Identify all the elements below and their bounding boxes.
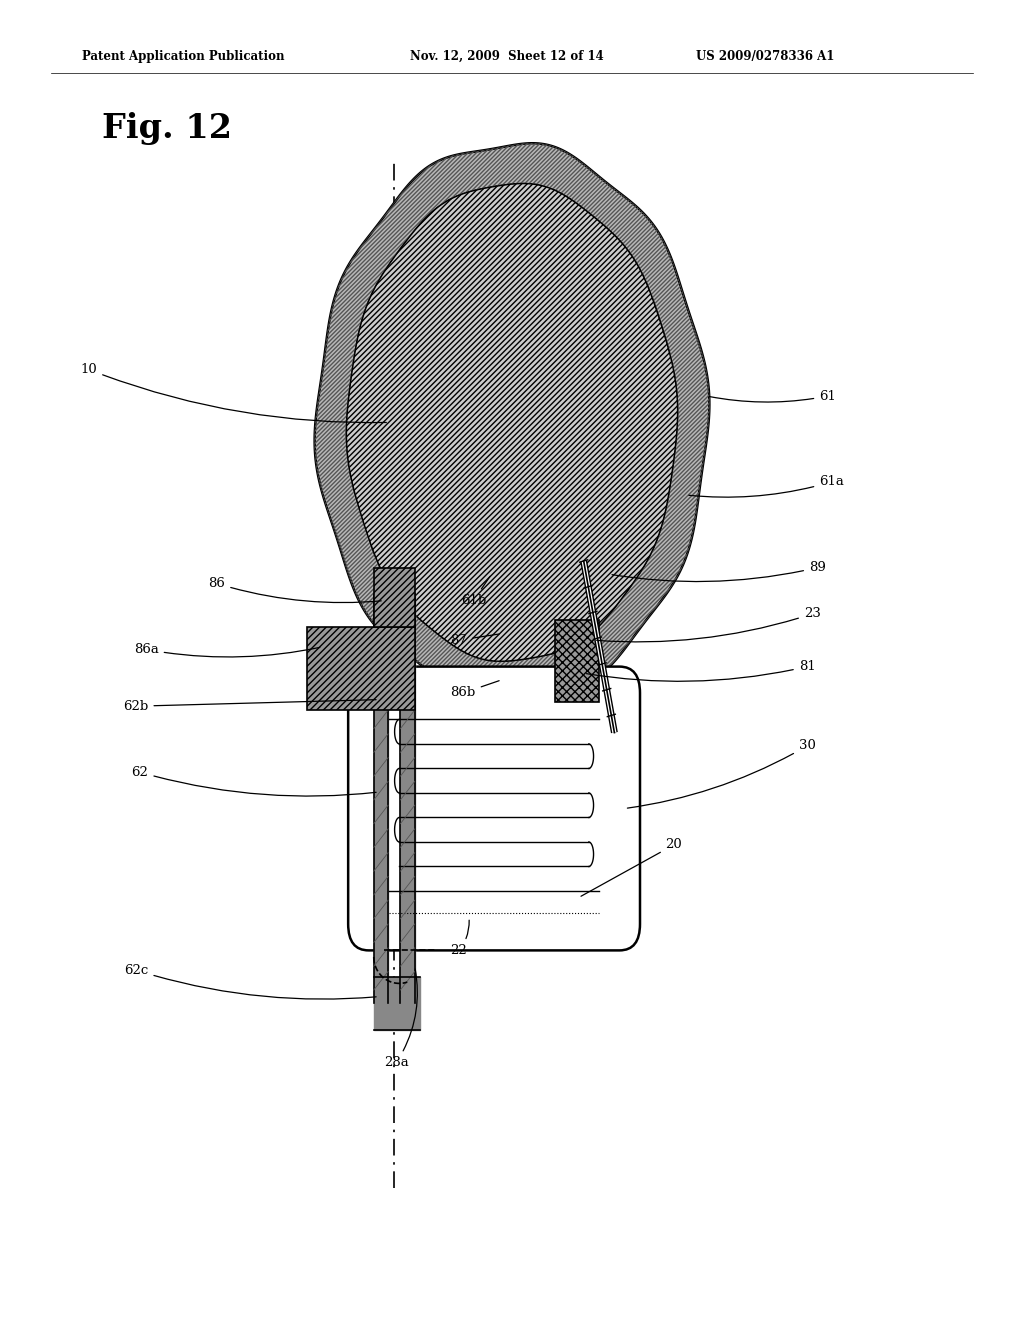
Text: Fig. 12: Fig. 12 [102,112,232,145]
Text: 10: 10 [81,363,386,422]
Text: 61: 61 [710,389,836,403]
Polygon shape [346,183,678,661]
Text: 61a: 61a [689,475,844,498]
Text: 86b: 86b [451,681,499,700]
Text: 87: 87 [451,634,499,647]
Text: 61b: 61b [461,577,489,607]
Text: 20: 20 [581,838,682,896]
Text: 89: 89 [612,561,825,582]
Text: 86a: 86a [134,643,319,657]
Polygon shape [555,620,599,702]
Text: 81: 81 [587,660,815,681]
Text: Nov. 12, 2009  Sheet 12 of 14: Nov. 12, 2009 Sheet 12 of 14 [410,50,603,63]
Text: 22: 22 [451,920,469,957]
Text: 62b: 62b [123,700,376,713]
Text: 30: 30 [628,739,815,808]
Text: US 2009/0278336 A1: US 2009/0278336 A1 [696,50,835,63]
FancyBboxPatch shape [348,667,640,950]
Polygon shape [374,568,415,627]
Text: 62: 62 [132,766,376,796]
Text: 86: 86 [209,577,381,602]
Polygon shape [314,144,710,701]
Text: 23: 23 [597,607,820,642]
Text: 28a: 28a [384,969,418,1069]
Text: 62c: 62c [124,964,376,999]
Text: Patent Application Publication: Patent Application Publication [82,50,285,63]
Polygon shape [307,627,415,710]
Polygon shape [346,183,678,661]
